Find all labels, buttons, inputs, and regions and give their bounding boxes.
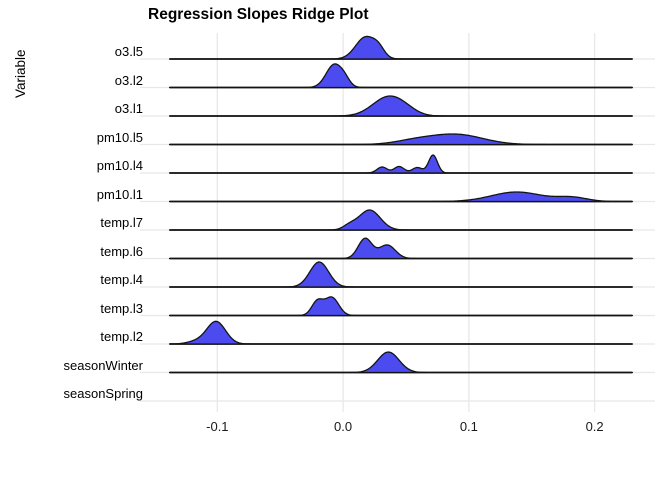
row-label-seasonSpring: seasonSpring [63, 386, 144, 401]
density-ridge-temp.l2 [168, 320, 634, 345]
density-ridge-pm10.l4 [168, 154, 634, 174]
row-label-pm10.l5: pm10.l5 [96, 129, 143, 145]
density-ridge-temp.l4 [168, 261, 634, 288]
density-ridge-temp.l3 [168, 296, 634, 317]
x-axis-tick-label: -0.1 [206, 419, 229, 434]
x-axis-tick-label: 0.0 [334, 419, 353, 434]
density-ridge-seasonWinter [168, 351, 634, 374]
density-ridge-o3.l5 [168, 35, 634, 60]
row-label-temp.l6: temp.l6 [100, 243, 143, 259]
chart-title: Regression Slopes Ridge Plot [148, 6, 369, 23]
x-axis-tick-label: 0.2 [585, 419, 604, 434]
row-label-o3.l1: o3.l1 [114, 101, 143, 116]
row-label-temp.l3: temp.l3 [100, 300, 143, 316]
row-label-temp.l2: temp.l2 [100, 329, 143, 344]
density-ridge-pm10.l5 [168, 133, 634, 146]
density-ridge-temp.l7 [168, 209, 634, 231]
row-label-temp.l4: temp.l4 [100, 272, 143, 287]
row-label-o3.l2: o3.l2 [114, 72, 143, 88]
row-label-pm10.l4: pm10.l4 [96, 158, 143, 173]
density-ridge-pm10.l1 [168, 191, 634, 203]
density-ridge-o3.l2 [168, 63, 634, 89]
density-ridge-o3.l1 [168, 95, 634, 117]
row-label-temp.l7: temp.l7 [100, 215, 143, 230]
row-label-o3.l5: o3.l5 [114, 44, 143, 59]
row-label-pm10.l1: pm10.l1 [96, 186, 143, 202]
row-label-seasonWinter: seasonWinter [63, 357, 143, 373]
density-ridge-temp.l6 [168, 237, 634, 260]
x-axis-tick-label: 0.1 [459, 419, 478, 434]
